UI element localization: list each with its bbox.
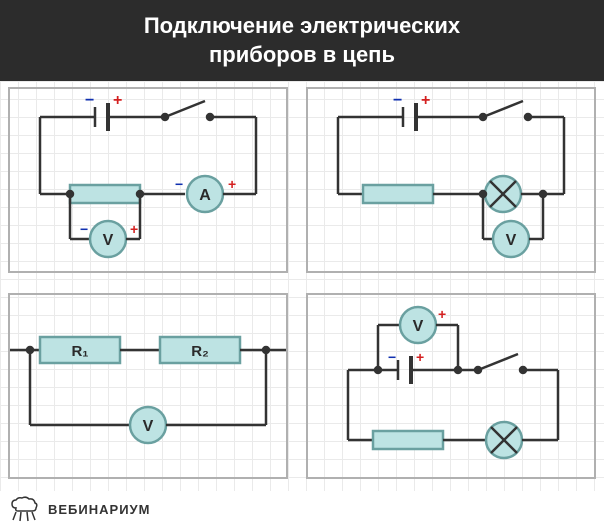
voltmeter-label: V — [143, 418, 154, 435]
footer-text: ВЕБИНАРИУМ — [48, 502, 150, 517]
plus-sign: + — [421, 92, 430, 109]
circuit-2-svg: − + V — [308, 89, 594, 271]
minus-sign: − — [388, 349, 396, 365]
header-line2: приборов в цепь — [209, 42, 395, 67]
minus-sign: − — [80, 221, 88, 237]
circuit-1-svg: − + − + − + A V — [10, 89, 286, 271]
circuit-panel-3: R₁ R₂ V — [8, 293, 288, 479]
circuit-3-svg: R₁ R₂ V — [10, 295, 286, 477]
r1-label: R₁ — [71, 343, 88, 360]
minus-sign: − — [85, 92, 94, 109]
voltmeter-label: V — [413, 318, 424, 335]
minus-sign: − — [175, 176, 183, 192]
header-line1: Подключение электрических — [144, 13, 460, 38]
circuit-panel-2: − + V — [306, 87, 596, 273]
footer: ВЕБИНАРИУМ — [6, 494, 150, 524]
diagram-grid: − + − + − + A V — [0, 81, 604, 491]
plus-sign: + — [130, 221, 138, 237]
circuit-panel-4: − + + V — [306, 293, 596, 479]
plus-sign: + — [438, 306, 446, 322]
voltmeter-label: V — [506, 232, 517, 249]
plus-sign: + — [228, 176, 236, 192]
header: Подключение электрических приборов в цеп… — [0, 0, 604, 81]
brain-icon — [6, 494, 42, 524]
minus-sign: − — [393, 92, 402, 109]
circuit-panel-1: − + − + − + A V — [8, 87, 288, 273]
plus-sign: + — [416, 349, 424, 365]
ammeter-label: A — [199, 187, 211, 204]
plus-sign: + — [113, 92, 122, 109]
r2-label: R₂ — [191, 343, 209, 360]
circuit-4-svg: − + + V — [308, 295, 594, 477]
voltmeter-label: V — [103, 232, 114, 249]
